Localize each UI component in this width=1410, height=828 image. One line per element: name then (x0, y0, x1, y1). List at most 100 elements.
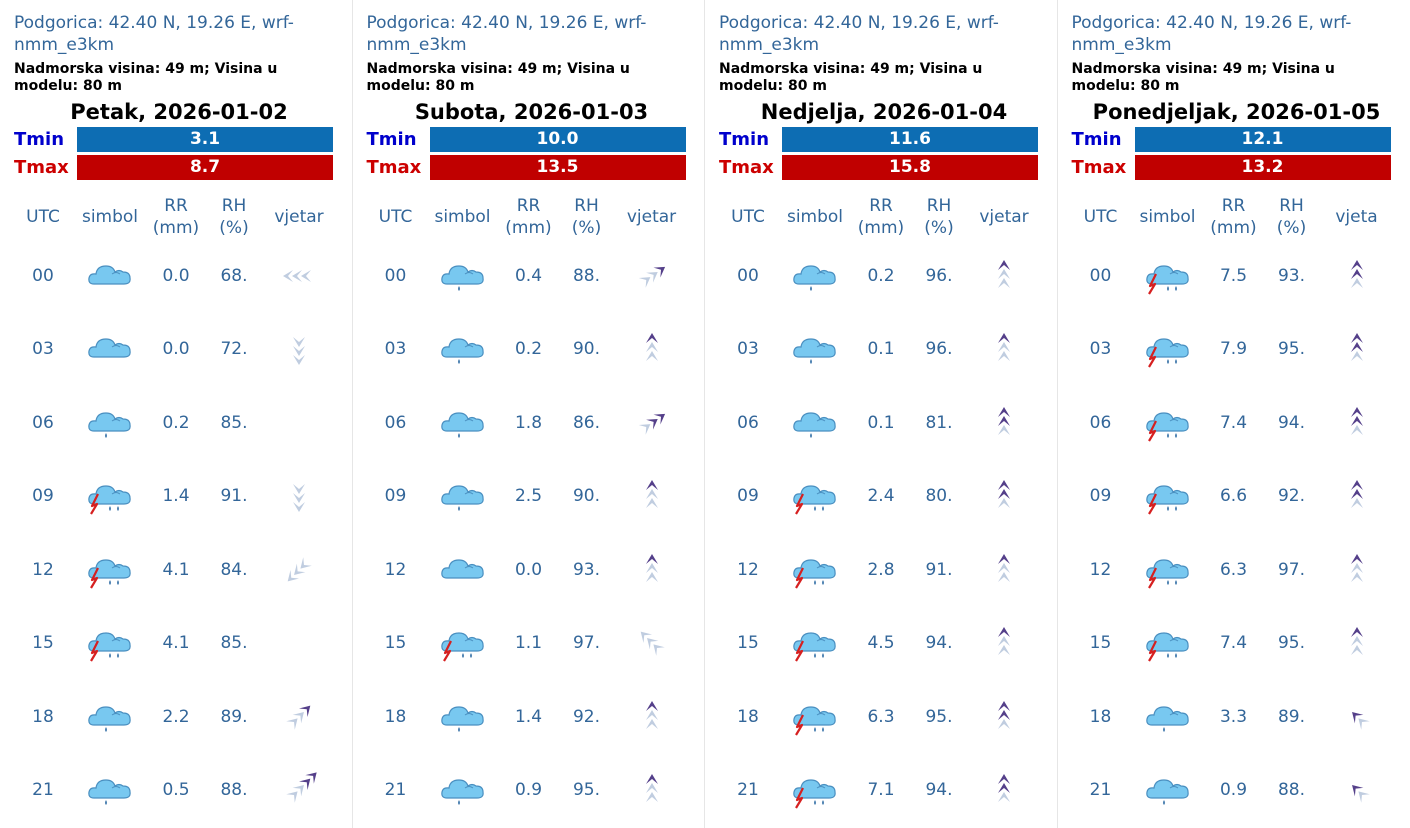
header-wind: vjetar (626, 207, 677, 227)
utc-cell: 06 (32, 412, 54, 433)
symbol-cell (72, 680, 148, 754)
rr-cell: 7.1 (867, 780, 895, 801)
utc-cell: 00 (1089, 265, 1112, 286)
rr-cell: 0.0 (162, 265, 190, 286)
utc-cell: 09 (32, 486, 54, 507)
location-title: Podgorica: 42.40 N, 19.26 E, wrf-nmm_e3k… (366, 13, 647, 55)
cloud-rain-icon (440, 412, 484, 438)
cloud-rain-icon (793, 412, 836, 438)
cloud-rain-icon (88, 779, 131, 806)
rr-cell: 7.9 (1219, 339, 1248, 360)
symbol-cell (1130, 460, 1206, 534)
cloud-rain-icon (88, 706, 131, 732)
table-header-row: UTC simbol RR (mm) RH (%) vjetar (719, 195, 1039, 239)
header-utc: UTC (26, 207, 60, 227)
table-row: 06 0.2 85. (14, 386, 334, 460)
rh-cell: 96. (925, 265, 953, 286)
tmax-row: Tmax 8.7 (14, 153, 352, 181)
tmax-label: Tmax (366, 156, 422, 178)
symbol-cell (1130, 313, 1206, 387)
cloud-thunder-rain-icon (88, 485, 131, 515)
forecast-table: UTC simbol RR (mm) RH (%) vjeta 00 7.5 93. 03… (1072, 195, 1392, 827)
symbol-cell (72, 313, 148, 387)
utc-cell: 09 (1089, 486, 1112, 507)
wind-arrow-icon (645, 480, 658, 509)
cloud-thunder-rain-icon (1145, 338, 1189, 368)
rr-cell: 2.5 (514, 486, 543, 507)
cloud-rain-icon (1145, 706, 1189, 732)
rr-cell: 2.8 (867, 559, 895, 580)
utc-cell: 15 (1089, 633, 1112, 654)
rr-cell: 2.4 (867, 486, 895, 507)
table-row: 06 0.1 81. (719, 386, 1039, 460)
symbol-cell (425, 607, 501, 681)
rr-cell: 0.1 (867, 412, 895, 433)
header-simbol: simbol (786, 207, 844, 227)
table-row: 03 0.1 96. (719, 313, 1039, 387)
day-column-2: Podgorica: 42.40 N, 19.26 E, wrf-nmm_e3k… (353, 0, 705, 828)
cloud-rain-icon (440, 779, 484, 806)
rh-cell: 93. (572, 559, 601, 580)
rr-cell: 1.4 (514, 706, 543, 727)
symbol-cell (777, 533, 853, 607)
wind-arrow-icon (1351, 711, 1370, 730)
tmax-value: 15.8 (782, 154, 1038, 180)
elevation-info: Nadmorska visina: 49 m; Visina u modelu:… (1071, 61, 1335, 94)
tmin-label: Tmin (14, 128, 65, 150)
symbol-cell (1130, 754, 1206, 828)
symbol-cell (72, 533, 148, 607)
wind-cell (264, 313, 334, 387)
day-date: Subota, 2026-01-03 (414, 100, 649, 124)
cloud-icon (88, 265, 131, 285)
rh-cell: 93. (1277, 265, 1306, 286)
day-column-4: Podgorica: 42.40 N, 19.26 E, wrf-nmm_e3k… (1058, 0, 1410, 828)
symbol-cell (777, 607, 853, 681)
rr-cell: 0.9 (514, 780, 543, 801)
rr-cell: 0.0 (514, 559, 543, 580)
wind-arrow-icon (1351, 785, 1370, 803)
rh-cell: 94. (925, 780, 953, 801)
tmin-row: Tmin 3.1 (14, 125, 352, 153)
tmax-label: Tmax (1071, 156, 1127, 178)
rh-cell: 91. (925, 559, 953, 580)
tmin-value: 11.6 (782, 126, 1038, 152)
table-row: 15 4.5 94. (719, 607, 1039, 681)
table-header-row: UTC simbol RR (mm) RH (%) vjetar (367, 195, 687, 239)
rh-cell: 94. (1277, 412, 1306, 433)
symbol-cell (425, 754, 501, 828)
header-rr: RR (mm) (857, 196, 905, 238)
elevation-info: Nadmorska visina: 49 m; Visina u modelu:… (366, 61, 630, 94)
table-row: 03 0.2 90. (367, 313, 687, 387)
elevation-info: Nadmorska visina: 49 m; Visina u modelu:… (719, 61, 983, 94)
symbol-cell (425, 533, 501, 607)
utc-cell: 12 (1089, 559, 1112, 580)
table-row: 12 0.0 93. (367, 533, 687, 607)
tmin-row: Tmin 11.6 (719, 125, 1057, 153)
tmax-label: Tmax (719, 156, 774, 178)
symbol-cell (425, 239, 501, 313)
tmax-value: 13.2 (1134, 154, 1391, 180)
utc-cell: 03 (384, 339, 407, 360)
tmin-label: Tmin (1071, 128, 1122, 150)
wind-cell (264, 386, 334, 460)
symbol-cell (72, 239, 148, 313)
wind-cell (264, 533, 334, 607)
tmin-value: 3.1 (77, 126, 333, 152)
utc-cell: 00 (384, 265, 407, 286)
day-column-1: Podgorica: 42.40 N, 19.26 E, wrf-nmm_e3k… (0, 0, 353, 828)
utc-cell: 21 (1089, 780, 1112, 801)
rh-cell: 94. (925, 633, 953, 654)
table-row: 06 1.8 86. (367, 386, 687, 460)
wind-cell (1322, 533, 1392, 607)
wind-cell (969, 607, 1039, 681)
header-rh: RH (%) (571, 196, 602, 238)
wind-cell (1322, 460, 1392, 534)
utc-cell: 03 (32, 339, 54, 360)
wind-arrow-icon (1350, 553, 1363, 582)
wind-arrow-icon (998, 627, 1010, 656)
rr-cell: 6.3 (1219, 559, 1248, 580)
forecast-table: UTC simbol RR (mm) RH (%) vjetar 00 0.4 88. 0… (367, 195, 687, 827)
symbol-cell (777, 386, 853, 460)
wind-arrow-icon (293, 484, 305, 513)
cloud-thunder-rain-icon (1145, 559, 1189, 589)
